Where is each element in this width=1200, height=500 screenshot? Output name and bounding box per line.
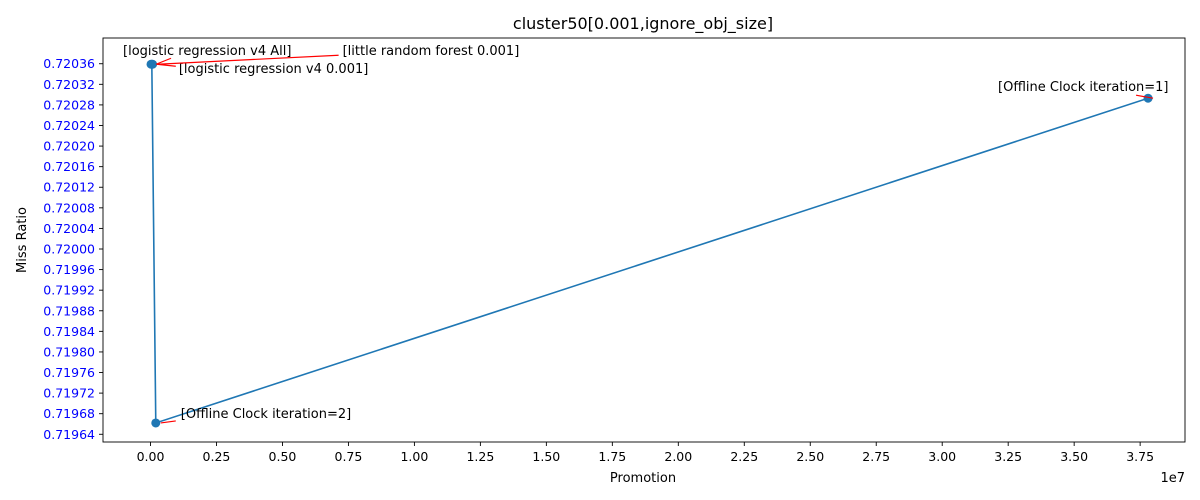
- plot-frame: [102, 37, 1186, 443]
- y-axis-label: Miss Ratio: [15, 207, 30, 273]
- plot-border: [102, 37, 1186, 443]
- annotations-group: [Offline Clock iteration=1] [Offline Cloc…: [123, 44, 1169, 424]
- x-tick-label: 2.50: [796, 449, 824, 464]
- annotation-label: [logistic regression v4 All]: [123, 44, 291, 59]
- y-tick-label: 0.72024: [43, 118, 95, 133]
- y-tick-label: 0.71992: [43, 283, 95, 298]
- x-tick-label: 0.00: [137, 449, 165, 464]
- x-tick-label: 0.75: [335, 449, 363, 464]
- y-tick-label: 0.72012: [43, 180, 95, 195]
- y-tick-label: 0.71964: [43, 427, 95, 442]
- y-tick-label: 0.72036: [43, 56, 95, 71]
- data-point: [1143, 93, 1153, 103]
- data-point: [146, 59, 156, 69]
- y-tick-label: 0.72004: [43, 221, 95, 236]
- y-tick-label: 0.71984: [43, 324, 95, 339]
- annotation-arrow: [1135, 94, 1154, 99]
- x-tick-label: 3.25: [994, 449, 1022, 464]
- y-tick-label: 0.71972: [43, 386, 95, 401]
- y-tick-label: 0.72028: [43, 97, 95, 112]
- y-tick-label: 0.71980: [43, 344, 95, 359]
- annotation-label: [Offline Clock iteration=2]: [181, 407, 351, 422]
- x-tick-label: 0.25: [203, 449, 231, 464]
- x-tick-label: 1.50: [532, 449, 560, 464]
- annotation-label: [little random forest 0.001]: [343, 44, 520, 59]
- x-tick-label: 2.75: [862, 449, 890, 464]
- x-tick-label: 0.50: [269, 449, 297, 464]
- x-tick-label: 3.50: [1060, 449, 1088, 464]
- y-tick-label: 0.72020: [43, 139, 95, 154]
- y-tick-label: 0.71968: [43, 406, 95, 421]
- chart-title: cluster50[0.001,ignore_obj_size]: [513, 14, 773, 34]
- y-tick-label: 0.71988: [43, 303, 95, 318]
- annotation-label: [logistic regression v4 0.001]: [179, 62, 369, 77]
- annotation-arrow: [160, 420, 176, 424]
- y-tick-label: 0.72008: [43, 200, 95, 215]
- y-tick-label: 0.71976: [43, 365, 95, 380]
- x-axis: 0.00 0.25 0.50 0.75 1.00 1.25 1.50 1.75 2.00 2.25…: [137, 442, 1154, 464]
- x-tick-label: 3.75: [1126, 449, 1154, 464]
- y-tick-label: 0.71996: [43, 262, 95, 277]
- series-group: [146, 59, 1153, 428]
- x-axis-label: Promotion: [610, 471, 676, 486]
- x-tick-label: 3.00: [928, 449, 956, 464]
- annotation-arrow: [157, 54, 339, 65]
- y-tick-label: 0.72016: [43, 159, 95, 174]
- x-tick-label: 1.25: [466, 449, 494, 464]
- y-tick-label: 0.72032: [43, 77, 95, 92]
- y-tick-label: 0.72000: [43, 242, 95, 257]
- y-axis: 0.71964 0.71968 0.71972 0.71976 0.71980 0.719…: [43, 56, 103, 442]
- x-axis-offset-label: 1e7: [1160, 471, 1185, 486]
- x-tick-label: 1.00: [400, 449, 428, 464]
- data-point: [151, 418, 161, 428]
- x-tick-label: 2.25: [730, 449, 758, 464]
- x-tick-label: 2.00: [664, 449, 692, 464]
- x-tick-label: 1.75: [598, 449, 626, 464]
- annotation-arrow: [155, 57, 172, 65]
- annotation-label: [Offline Clock iteration=1]: [998, 80, 1168, 95]
